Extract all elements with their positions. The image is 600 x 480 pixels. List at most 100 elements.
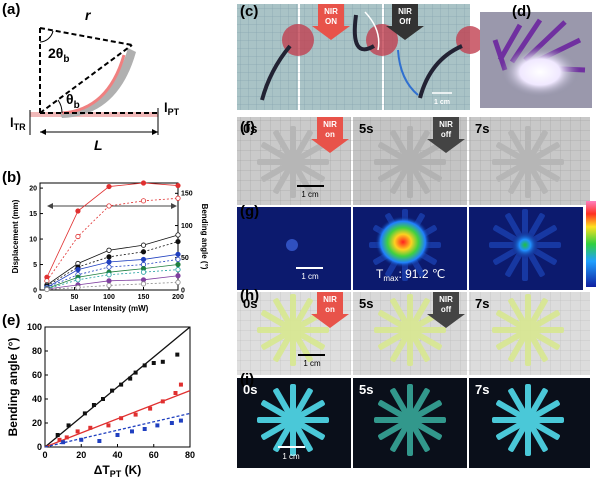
y-tick-label: 80 bbox=[32, 346, 42, 356]
time-label: 5s bbox=[359, 121, 373, 136]
badge-text: on bbox=[325, 130, 335, 139]
y2-tick-label: 50 bbox=[181, 255, 189, 262]
badge-text: ON bbox=[325, 17, 337, 26]
label-angle-top: 2θb bbox=[48, 45, 69, 65]
fit-line bbox=[44, 389, 191, 448]
y-tick-label: 20 bbox=[29, 185, 37, 192]
data-point bbox=[82, 411, 87, 416]
panel-label: (d) bbox=[512, 3, 531, 20]
nir-badge bbox=[312, 4, 350, 40]
data-point bbox=[119, 416, 124, 421]
hot-spot bbox=[375, 216, 431, 268]
badge-text: off bbox=[441, 130, 452, 139]
bent-layer bbox=[61, 54, 126, 115]
data-point bbox=[106, 254, 112, 260]
series-line bbox=[46, 234, 179, 286]
data-point bbox=[175, 232, 181, 238]
data-point bbox=[106, 264, 112, 270]
data-point bbox=[175, 261, 181, 268]
bent-strip bbox=[60, 48, 136, 118]
scale-label: 1 cm bbox=[301, 190, 319, 199]
badge-text: NIR bbox=[323, 295, 337, 304]
y-tick-label: 0 bbox=[33, 287, 37, 294]
main: T bbox=[376, 267, 384, 281]
time-label: 5s bbox=[359, 382, 373, 397]
scale-label: 1 cm bbox=[301, 272, 319, 281]
data-point bbox=[160, 359, 165, 364]
value: : 91.2 ℃ bbox=[398, 267, 445, 281]
main: l bbox=[10, 115, 14, 130]
y-tick-label: 20 bbox=[32, 418, 42, 428]
label-r: r bbox=[85, 7, 92, 23]
nir-badge bbox=[311, 292, 349, 328]
badge-text: on bbox=[325, 305, 335, 314]
time-label: 0s bbox=[243, 382, 257, 397]
sub: PT bbox=[168, 107, 180, 117]
data-point bbox=[175, 279, 181, 285]
label-angle-bottom: θb bbox=[66, 91, 80, 111]
data-point bbox=[44, 286, 50, 293]
data-point bbox=[130, 429, 134, 434]
x-tick-label: 50 bbox=[71, 294, 79, 301]
photo-d bbox=[480, 12, 592, 108]
data-point bbox=[151, 361, 156, 365]
data-point bbox=[75, 233, 81, 240]
photo-h: 1 cm bbox=[237, 292, 590, 375]
panel-label: (a) bbox=[2, 1, 20, 18]
data-point bbox=[101, 397, 105, 401]
sub: PT bbox=[110, 469, 122, 479]
label-length: L bbox=[94, 137, 103, 153]
panel-label: (h) bbox=[240, 287, 259, 304]
sub: TR bbox=[14, 122, 26, 132]
time-label: 7s bbox=[475, 121, 489, 136]
data-point bbox=[140, 242, 147, 248]
photo-c: 1 cm bbox=[237, 4, 484, 110]
series-line bbox=[46, 281, 179, 290]
data-point bbox=[133, 370, 138, 375]
x-tick-label: 0 bbox=[42, 450, 47, 460]
tmax-label: Tmax: 91.2 ℃ bbox=[376, 267, 445, 283]
light-spot bbox=[500, 46, 580, 98]
y2-tick-label: 150 bbox=[181, 191, 193, 198]
data-point bbox=[75, 267, 81, 273]
time-label: 5s bbox=[359, 296, 373, 311]
photo-i: 1 cm bbox=[237, 378, 590, 468]
data-point bbox=[75, 208, 81, 214]
data-point bbox=[106, 423, 111, 428]
badge-text: NIR bbox=[323, 120, 337, 129]
y-tick-label: 10 bbox=[29, 236, 37, 243]
motion-arrow bbox=[364, 11, 380, 51]
data-point bbox=[115, 433, 120, 437]
strip bbox=[30, 112, 158, 117]
y-tick-label: 0 bbox=[37, 442, 42, 452]
photo-f: 1 cm bbox=[237, 117, 590, 205]
data-point bbox=[106, 272, 112, 278]
x-tick-label: 0 bbox=[38, 294, 42, 301]
label-l-pt: lPT bbox=[164, 100, 180, 117]
nir-badge bbox=[311, 117, 349, 153]
nir-badge bbox=[386, 4, 424, 40]
data-point bbox=[148, 406, 153, 411]
main: θ bbox=[66, 91, 74, 107]
sub: b bbox=[74, 100, 80, 111]
data-point bbox=[175, 273, 181, 279]
data-point bbox=[106, 259, 112, 265]
data-point bbox=[140, 180, 147, 186]
main: ΔT bbox=[94, 463, 111, 477]
badge-text: NIR bbox=[324, 7, 338, 16]
y-tick-label: 100 bbox=[27, 322, 42, 332]
dashed-line bbox=[39, 27, 133, 46]
scale-label: 1 cm bbox=[282, 452, 300, 461]
diagram-a: r 2θb θb lTR lPT L bbox=[10, 7, 180, 153]
data-point bbox=[91, 403, 96, 407]
badge-text: Off bbox=[399, 17, 411, 26]
data-point bbox=[173, 391, 178, 395]
data-point bbox=[64, 435, 69, 440]
panel-label: (g) bbox=[240, 203, 259, 220]
dashed-line bbox=[39, 44, 133, 114]
strip bbox=[260, 44, 292, 101]
x-axis-label: Laser Intensity (mW) bbox=[70, 304, 149, 313]
x-tick-label: 150 bbox=[138, 294, 150, 301]
data-point bbox=[57, 437, 62, 442]
